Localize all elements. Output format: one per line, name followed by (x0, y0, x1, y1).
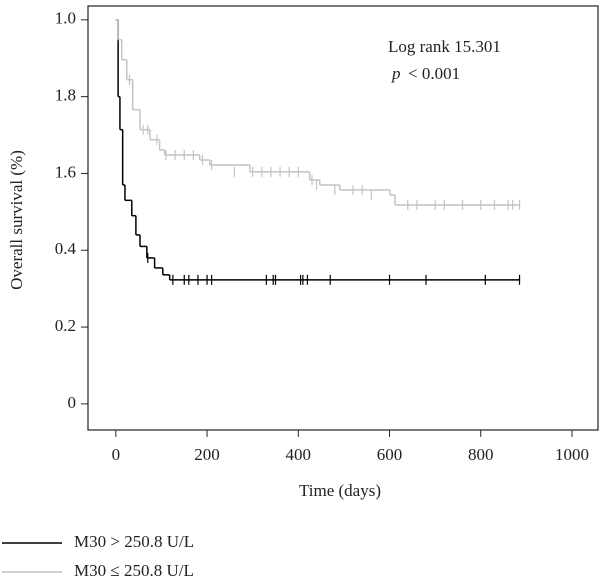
y-tick-label: 0.4 (55, 239, 77, 258)
plot-frame (87, 5, 599, 431)
y-tick-label: 1.0 (55, 9, 76, 28)
x-tick-label: 0 (112, 445, 121, 464)
x-tick-label: 800 (468, 445, 494, 464)
annotation: Log rank 15.301 (388, 37, 501, 56)
x-tick-label: 600 (377, 445, 403, 464)
y-tick-label: 1.8 (55, 86, 76, 105)
y-tick-label: 0.2 (55, 316, 76, 335)
x-tick-label: 200 (194, 445, 220, 464)
y-axis-label: Overall survival (%) (7, 150, 26, 290)
p-value: < 0.001 (408, 64, 460, 83)
y-tick-label: 1.6 (55, 162, 76, 181)
x-tick-label: 400 (286, 445, 312, 464)
x-axis-label: Time (days) (299, 481, 381, 500)
p-symbol: p (391, 64, 401, 83)
y-tick-label: 0 (68, 393, 77, 412)
x-tick-label: 1000 (555, 445, 589, 464)
legend-label: M30 > 250.8 U/L (74, 532, 194, 551)
legend-label: M30 ≤ 250.8 U/L (74, 561, 194, 580)
